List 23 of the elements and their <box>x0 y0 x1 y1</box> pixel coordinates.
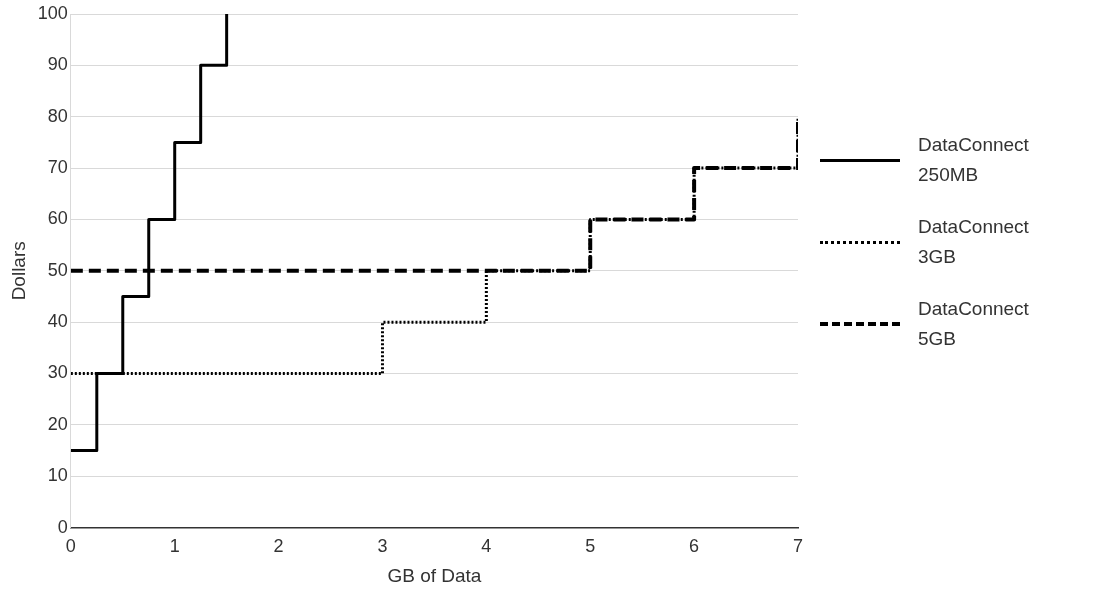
x-tick-label: 2 <box>273 536 284 557</box>
y-tick-label: 60 <box>47 208 68 229</box>
y-tick-label: 30 <box>47 362 68 383</box>
x-tick-label: 5 <box>585 536 596 557</box>
legend-label: DataConnect 3GB <box>918 215 1030 269</box>
x-tick-label: 6 <box>689 536 700 557</box>
y-tick-label: 90 <box>47 54 68 75</box>
y-tick-label: 20 <box>47 413 68 434</box>
x-tick-label: 3 <box>377 536 388 557</box>
y-tick-label: 10 <box>47 465 68 486</box>
x-tick-label: 7 <box>792 536 804 557</box>
x-tick-label: 4 <box>481 536 492 557</box>
x-axis-title: GB of Data <box>387 564 482 586</box>
y-tick-label: 100 <box>37 2 68 23</box>
legend-label: DataConnect 250MB <box>918 133 1030 187</box>
x-tick-label: 1 <box>169 536 180 557</box>
y-tick-label: 40 <box>47 311 68 332</box>
y-tick-label: 0 <box>57 516 68 537</box>
y-tick-label: 80 <box>47 105 68 126</box>
y-tick-label: 50 <box>47 259 68 280</box>
legend-label: DataConnect 5GB <box>918 297 1030 351</box>
y-tick-label: 70 <box>47 157 68 178</box>
y-axis-title: Dollars <box>7 241 29 301</box>
